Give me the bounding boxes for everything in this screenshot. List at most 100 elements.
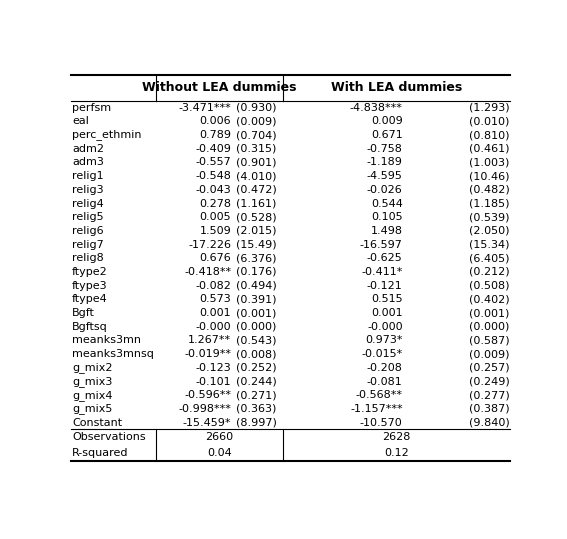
- Text: (0.472): (0.472): [236, 185, 277, 195]
- Text: relig7: relig7: [72, 240, 104, 250]
- Text: (0.249): (0.249): [469, 377, 509, 386]
- Text: (0.482): (0.482): [469, 185, 509, 195]
- Text: -0.000: -0.000: [196, 322, 231, 332]
- Text: meanks3mnsq: meanks3mnsq: [72, 349, 154, 359]
- Text: (1.161): (1.161): [236, 198, 277, 209]
- Text: 0.544: 0.544: [371, 198, 403, 209]
- Text: -0.998***: -0.998***: [179, 404, 231, 414]
- Text: Constant: Constant: [72, 418, 122, 427]
- Text: perc_ethmin: perc_ethmin: [72, 129, 142, 141]
- Text: -4.838***: -4.838***: [350, 102, 403, 113]
- Text: (1.293): (1.293): [469, 102, 509, 113]
- Text: (0.494): (0.494): [236, 281, 277, 291]
- Text: (0.387): (0.387): [469, 404, 509, 414]
- Text: (0.010): (0.010): [469, 116, 509, 126]
- Text: 0.278: 0.278: [199, 198, 231, 209]
- Text: (0.528): (0.528): [236, 212, 277, 222]
- Text: (0.001): (0.001): [236, 308, 277, 318]
- Text: -17.226: -17.226: [188, 240, 231, 250]
- Text: (15.34): (15.34): [469, 240, 509, 250]
- Text: -1.189: -1.189: [367, 157, 403, 168]
- Text: -0.019**: -0.019**: [184, 349, 231, 359]
- Text: Observations: Observations: [72, 432, 146, 443]
- Text: (0.810): (0.810): [469, 130, 509, 140]
- Text: -0.000: -0.000: [367, 322, 403, 332]
- Text: adm2: adm2: [72, 144, 104, 154]
- Text: -15.459*: -15.459*: [183, 418, 231, 427]
- Text: ftype4: ftype4: [72, 294, 108, 305]
- Text: 0.676: 0.676: [200, 253, 231, 263]
- Text: relig3: relig3: [72, 185, 104, 195]
- Text: -3.471***: -3.471***: [179, 102, 231, 113]
- Text: (0.391): (0.391): [236, 294, 277, 305]
- Text: (0.543): (0.543): [236, 335, 277, 345]
- Text: (0.402): (0.402): [469, 294, 509, 305]
- Text: eal: eal: [72, 116, 89, 126]
- Text: -0.026: -0.026: [367, 185, 403, 195]
- Text: With LEA dummies: With LEA dummies: [331, 81, 462, 94]
- Text: perfsm: perfsm: [72, 102, 111, 113]
- Text: 2660: 2660: [205, 432, 233, 443]
- Text: ftype3: ftype3: [72, 281, 108, 291]
- Text: 1.267**: 1.267**: [188, 335, 231, 345]
- Text: 0.005: 0.005: [200, 212, 231, 222]
- Text: R-squared: R-squared: [72, 448, 129, 458]
- Text: -0.596**: -0.596**: [184, 390, 231, 400]
- Text: Bgft: Bgft: [72, 308, 95, 318]
- Text: relig4: relig4: [72, 198, 104, 209]
- Text: 0.671: 0.671: [371, 130, 403, 140]
- Text: -10.570: -10.570: [360, 418, 403, 427]
- Text: -4.595: -4.595: [367, 171, 403, 181]
- Text: (0.930): (0.930): [236, 102, 277, 113]
- Text: 2628: 2628: [382, 432, 411, 443]
- Text: (0.539): (0.539): [469, 212, 509, 222]
- Text: -0.123: -0.123: [196, 363, 231, 373]
- Text: (0.252): (0.252): [236, 363, 277, 373]
- Text: -0.208: -0.208: [367, 363, 403, 373]
- Text: 0.515: 0.515: [371, 294, 403, 305]
- Text: g_mix2: g_mix2: [72, 362, 113, 374]
- Text: relig1: relig1: [72, 171, 104, 181]
- Text: ftype2: ftype2: [72, 267, 108, 277]
- Text: (0.587): (0.587): [469, 335, 509, 345]
- Text: g_mix4: g_mix4: [72, 390, 113, 400]
- Text: (0.000): (0.000): [236, 322, 277, 332]
- Text: (2.015): (2.015): [236, 226, 277, 236]
- Text: 0.001: 0.001: [200, 308, 231, 318]
- Text: (0.271): (0.271): [236, 390, 277, 400]
- Text: g_mix3: g_mix3: [72, 376, 113, 387]
- Text: 1.498: 1.498: [371, 226, 403, 236]
- Text: (0.257): (0.257): [469, 363, 509, 373]
- Text: Bgftsq: Bgftsq: [72, 322, 108, 332]
- Text: (0.901): (0.901): [236, 157, 277, 168]
- Text: g_mix5: g_mix5: [72, 404, 113, 414]
- Text: (0.176): (0.176): [236, 267, 277, 277]
- Text: (10.46): (10.46): [469, 171, 509, 181]
- Text: -0.015*: -0.015*: [361, 349, 403, 359]
- Text: (0.212): (0.212): [469, 267, 509, 277]
- Text: -0.409: -0.409: [196, 144, 231, 154]
- Text: -0.548: -0.548: [196, 171, 231, 181]
- Text: 0.009: 0.009: [371, 116, 403, 126]
- Text: 0.105: 0.105: [371, 212, 403, 222]
- Text: -0.758: -0.758: [367, 144, 403, 154]
- Text: (0.008): (0.008): [236, 349, 277, 359]
- Text: -0.081: -0.081: [367, 377, 403, 386]
- Text: -0.568**: -0.568**: [356, 390, 403, 400]
- Text: (0.704): (0.704): [236, 130, 277, 140]
- Text: (1.003): (1.003): [469, 157, 509, 168]
- Text: (9.840): (9.840): [469, 418, 509, 427]
- Text: (0.244): (0.244): [236, 377, 277, 386]
- Text: -0.043: -0.043: [196, 185, 231, 195]
- Text: Without LEA dummies: Without LEA dummies: [142, 81, 297, 94]
- Text: (0.009): (0.009): [236, 116, 277, 126]
- Text: -0.411*: -0.411*: [361, 267, 403, 277]
- Text: -0.557: -0.557: [196, 157, 231, 168]
- Text: (0.315): (0.315): [236, 144, 277, 154]
- Text: adm3: adm3: [72, 157, 104, 168]
- Text: 0.001: 0.001: [371, 308, 403, 318]
- Text: (0.508): (0.508): [469, 281, 509, 291]
- Text: (8.997): (8.997): [236, 418, 277, 427]
- Text: -16.597: -16.597: [360, 240, 403, 250]
- Text: 1.509: 1.509: [200, 226, 231, 236]
